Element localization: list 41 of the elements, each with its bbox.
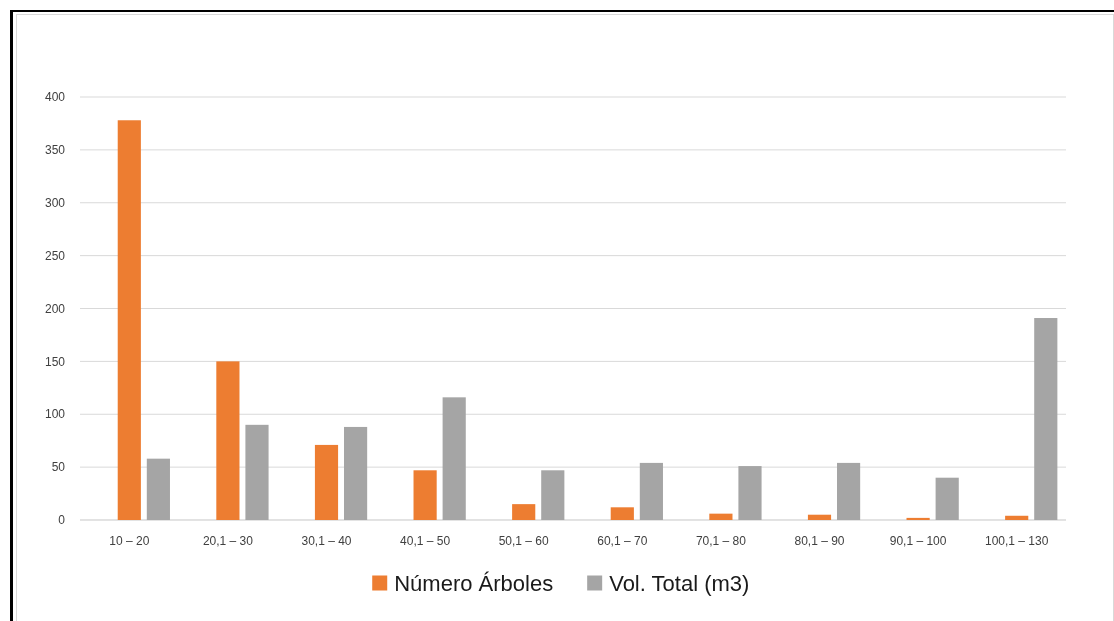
bar (146, 458, 170, 520)
y-tick-label: 150 (44, 354, 66, 369)
bar (512, 504, 536, 520)
bar (639, 462, 663, 520)
bar (1005, 515, 1029, 520)
bar (245, 424, 269, 520)
bar (738, 466, 762, 520)
y-tick-label: 200 (44, 301, 66, 316)
y-tick-label: 100 (44, 407, 66, 422)
bar (314, 444, 339, 520)
x-tick-label: 20,1 – 30 (202, 534, 254, 549)
x-tick-label: 100,1 – 130 (985, 534, 1049, 549)
bar (117, 120, 141, 520)
bar (442, 397, 466, 520)
y-tick-label: 400 (44, 90, 66, 105)
x-tick-label: 90,1 – 100 (889, 534, 947, 549)
bar (344, 426, 368, 520)
bar (1034, 318, 1058, 520)
x-tick-label: 30,1 – 40 (301, 534, 352, 549)
bar (709, 513, 733, 520)
bar (935, 477, 959, 520)
x-tick-label: 80,1 – 90 (794, 534, 845, 549)
x-tick-label: 50,1 – 60 (498, 534, 550, 549)
y-tick-label: 300 (44, 195, 66, 210)
bar (541, 470, 565, 520)
x-tick-label: 60,1 – 70 (597, 534, 648, 549)
y-tick-label: 50 (51, 460, 66, 475)
x-tick-label: 70,1 – 80 (695, 534, 747, 549)
bar (906, 517, 930, 520)
bar (807, 514, 832, 520)
bar (610, 507, 634, 520)
legend-label: Número Árboles (394, 570, 554, 596)
bar (413, 470, 437, 520)
y-tick-label: 0 (58, 513, 66, 528)
y-tick-label: 350 (44, 143, 66, 158)
bar (216, 361, 240, 520)
legend-label: Vol. Total (m3) (609, 570, 750, 596)
x-tick-label: 40,1 – 50 (400, 534, 451, 549)
y-tick-label: 250 (44, 248, 66, 263)
x-tick-label: 10 – 20 (109, 534, 150, 549)
bar (837, 462, 861, 520)
